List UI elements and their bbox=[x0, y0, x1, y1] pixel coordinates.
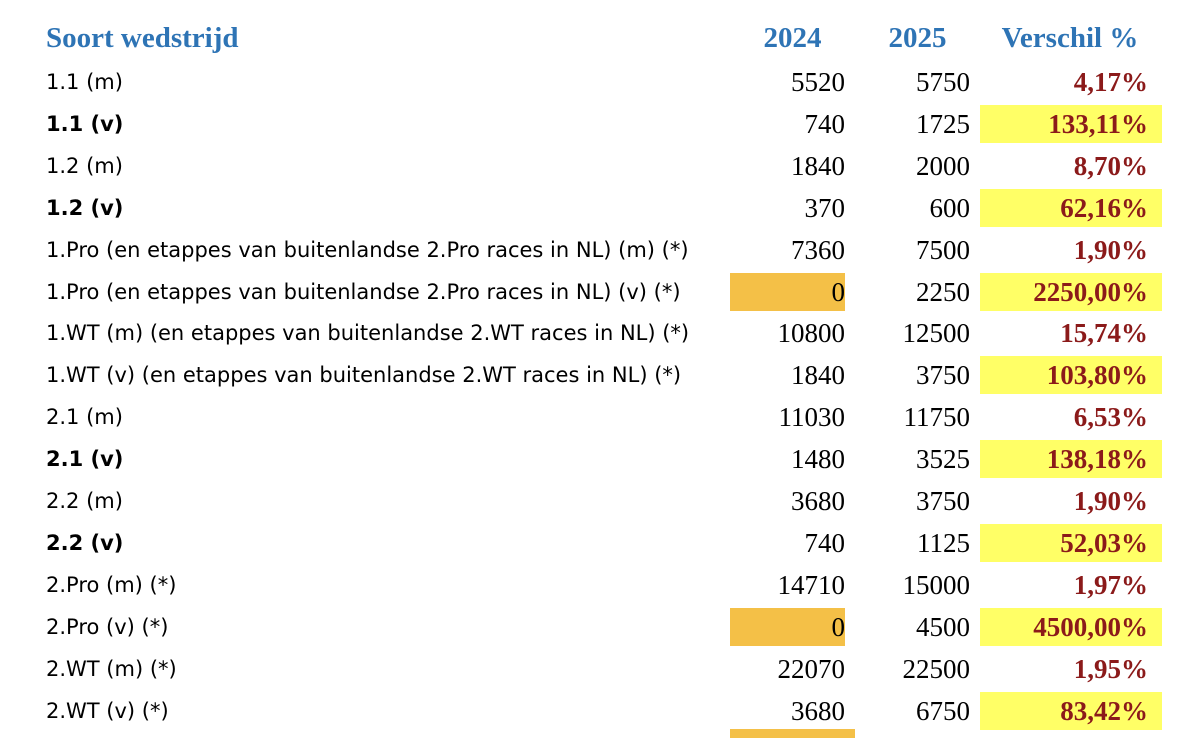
row-label: 1.WT (v) (en etappes van buitenlandse 2.… bbox=[46, 363, 682, 388]
value-2024: 1840 bbox=[791, 150, 845, 181]
value-2025: 600 bbox=[929, 192, 971, 223]
value-diff: 103,80% bbox=[980, 356, 1162, 395]
value-2025: 15000 bbox=[902, 569, 971, 600]
value-diff: 52,03% bbox=[980, 523, 1162, 562]
value-diff: 4,17% bbox=[1073, 67, 1148, 97]
value-2024: 11030 bbox=[778, 402, 846, 433]
value-diff: 133,11% bbox=[980, 104, 1162, 143]
value-2024: 3680 bbox=[791, 486, 845, 516]
value-2024: 370 bbox=[804, 192, 846, 223]
value-diff: 8,70% bbox=[1073, 150, 1148, 181]
value-2025: 3750 bbox=[916, 360, 970, 391]
row-label: 2.Pro (v) (*) bbox=[46, 614, 169, 639]
value-2025: 6750 bbox=[916, 695, 970, 726]
value-2025: 22500 bbox=[902, 653, 971, 684]
value-2025: 12500 bbox=[902, 318, 971, 349]
row-label: 1.1 (m) bbox=[46, 70, 123, 94]
value-2024: 7360 bbox=[791, 234, 845, 265]
value-2024: 22070 bbox=[777, 653, 846, 684]
value-2025: 4500 bbox=[916, 611, 970, 642]
header-label: Soort wedstrijd bbox=[46, 22, 239, 54]
value-diff: 1,90% bbox=[1073, 486, 1148, 516]
value-2024: 0 bbox=[730, 272, 845, 311]
row-label: 2.Pro (m) (*) bbox=[46, 572, 177, 597]
row-label: 2.WT (m) (*) bbox=[46, 656, 177, 681]
cell-fill bbox=[730, 729, 855, 738]
value-2024: 14710 bbox=[777, 569, 846, 600]
row-label: 2.2 (v) bbox=[46, 530, 124, 555]
row-label: 1.WT (m) (en etappes van buitenlandse 2.… bbox=[46, 321, 690, 346]
value-2024: 1840 bbox=[791, 360, 845, 391]
value-2025: 2250 bbox=[916, 276, 970, 307]
value-2024: 740 bbox=[804, 527, 846, 558]
value-2025: 3750 bbox=[916, 486, 970, 516]
value-2025: 7500 bbox=[916, 234, 970, 265]
value-2025: 1725 bbox=[916, 108, 970, 139]
value-diff: 83,42% bbox=[980, 691, 1162, 730]
value-diff: 138,18% bbox=[980, 440, 1162, 479]
value-2025: 3525 bbox=[916, 444, 970, 475]
value-diff: 2250,00% bbox=[980, 272, 1162, 311]
value-diff: 6,53% bbox=[1073, 402, 1148, 433]
row-label: 1.Pro (en etappes van buitenlandse 2.Pro… bbox=[46, 237, 689, 262]
value-2025: 11750 bbox=[903, 402, 971, 433]
header-2024: 2024 bbox=[763, 22, 822, 54]
row-label: 2.1 (v) bbox=[46, 447, 124, 472]
row-label: 2.1 (m) bbox=[46, 405, 123, 430]
value-diff: 1,90% bbox=[1073, 234, 1148, 265]
value-2024: 1480 bbox=[791, 444, 845, 475]
header-2025: 2025 bbox=[888, 22, 947, 54]
value-2024: 10800 bbox=[777, 318, 846, 349]
row-label: 1.1 (v) bbox=[46, 111, 124, 136]
value-diff: 15,74% bbox=[1060, 318, 1148, 349]
value-diff: 1,95% bbox=[1073, 653, 1148, 684]
value-2024: 740 bbox=[804, 108, 846, 139]
value-2024: 0 bbox=[730, 607, 845, 646]
header-diff: Verschil % bbox=[1001, 22, 1139, 54]
value-diff: 62,16% bbox=[980, 188, 1162, 227]
value-2024: 5520 bbox=[791, 67, 845, 97]
row-label: 2.WT (v) (*) bbox=[46, 698, 169, 723]
value-2025: 5750 bbox=[916, 67, 970, 97]
value-diff: 4500,00% bbox=[980, 607, 1162, 646]
row-label: 1.2 (v) bbox=[46, 195, 124, 220]
value-2025: 1125 bbox=[917, 527, 970, 558]
row-label: 1.Pro (en etappes van buitenlandse 2.Pro… bbox=[46, 279, 681, 304]
value-2024: 3680 bbox=[791, 695, 845, 726]
value-diff: 1,97% bbox=[1073, 569, 1148, 600]
row-label: 1.2 (m) bbox=[46, 153, 123, 178]
value-2025: 2000 bbox=[916, 150, 970, 181]
row-label: 2.2 (m) bbox=[46, 489, 123, 513]
